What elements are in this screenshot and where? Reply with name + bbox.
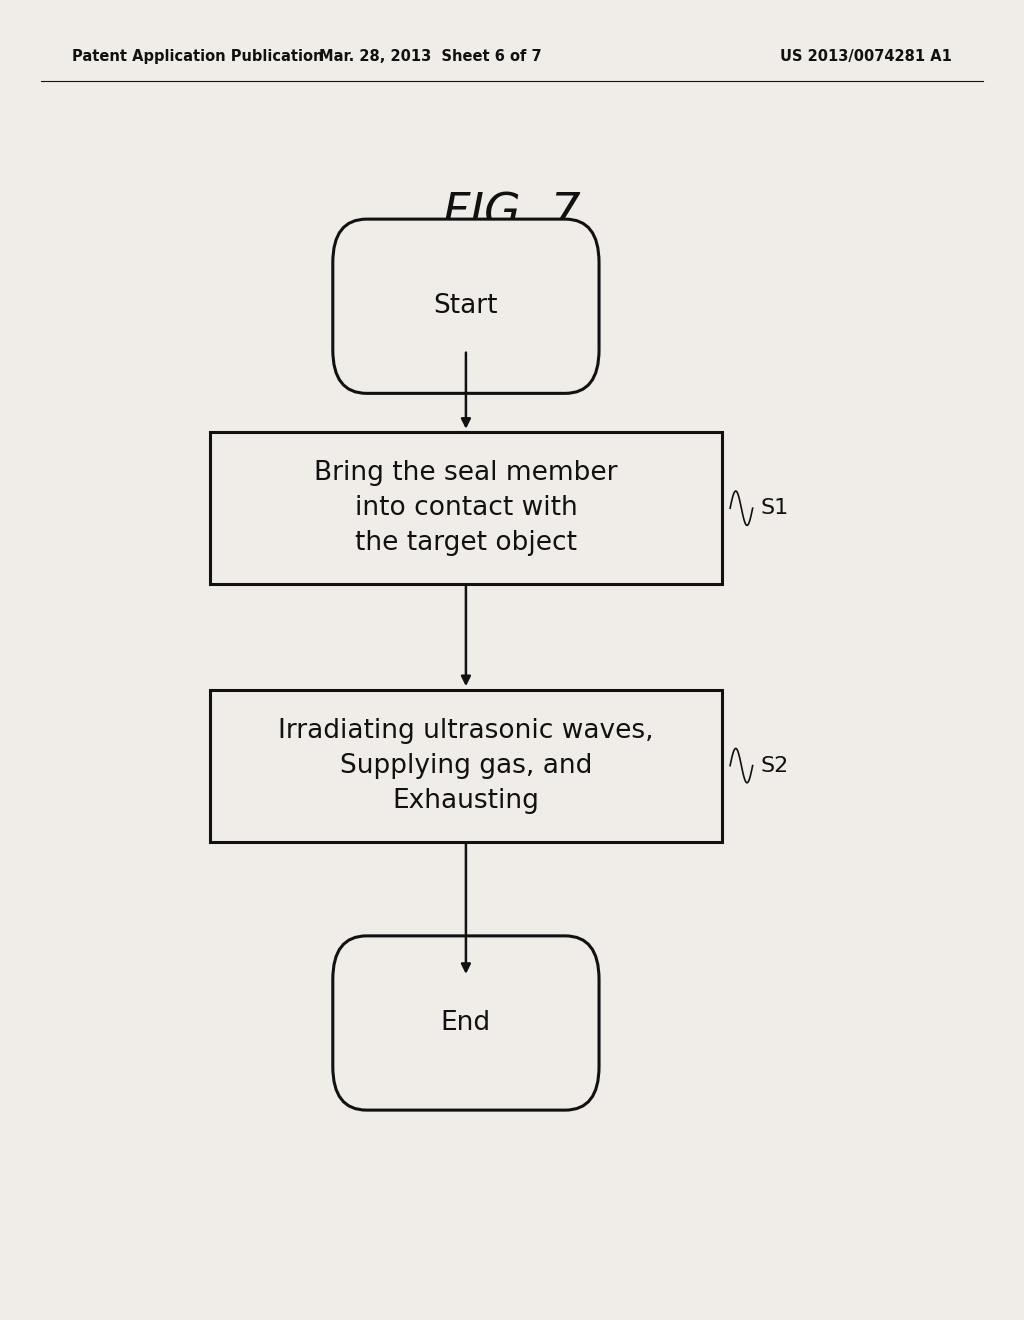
Text: FIG. 7: FIG. 7 xyxy=(443,191,581,236)
FancyBboxPatch shape xyxy=(333,219,599,393)
Bar xyxy=(210,689,722,842)
Text: S2: S2 xyxy=(761,755,790,776)
Text: S1: S1 xyxy=(761,498,790,519)
Bar xyxy=(210,433,722,583)
FancyBboxPatch shape xyxy=(333,936,599,1110)
Text: Bring the seal member
into contact with
the target object: Bring the seal member into contact with … xyxy=(314,461,617,556)
Text: Irradiating ultrasonic waves,
Supplying gas, and
Exhausting: Irradiating ultrasonic waves, Supplying … xyxy=(279,718,653,813)
Text: End: End xyxy=(441,1010,490,1036)
Text: Mar. 28, 2013  Sheet 6 of 7: Mar. 28, 2013 Sheet 6 of 7 xyxy=(318,49,542,65)
Text: Patent Application Publication: Patent Application Publication xyxy=(72,49,324,65)
Text: Start: Start xyxy=(434,293,498,319)
Text: US 2013/0074281 A1: US 2013/0074281 A1 xyxy=(780,49,952,65)
